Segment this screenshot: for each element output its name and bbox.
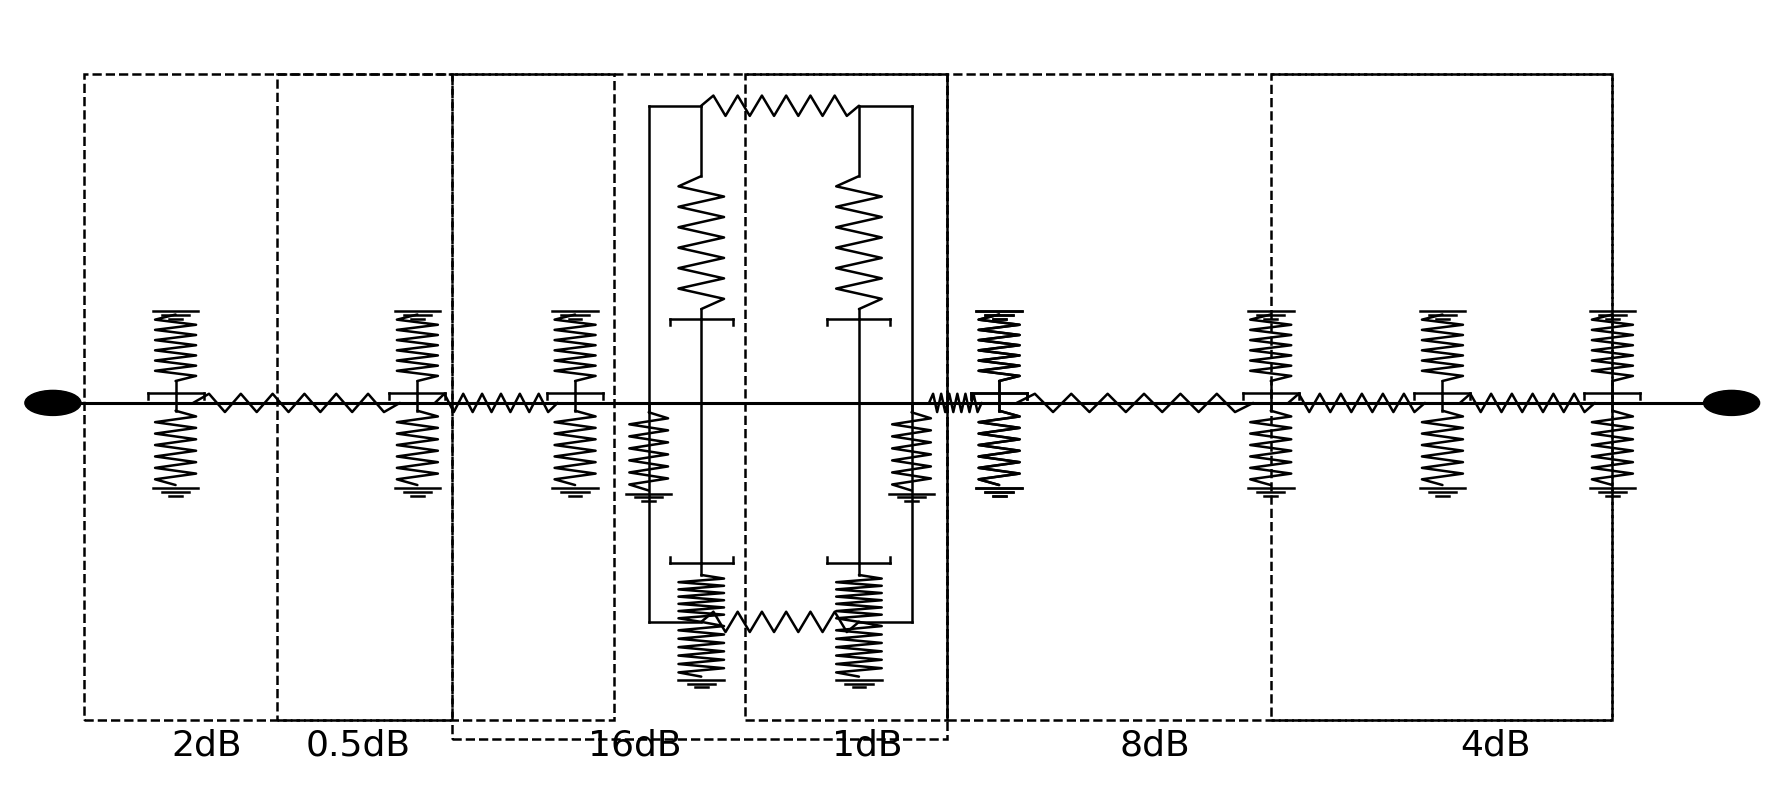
Circle shape bbox=[25, 390, 80, 416]
Text: 16dB: 16dB bbox=[588, 729, 681, 763]
Bar bbox=[277, 74, 613, 720]
Text: 2dB: 2dB bbox=[172, 729, 243, 763]
Bar bbox=[946, 74, 1613, 720]
Bar bbox=[84, 74, 452, 720]
Circle shape bbox=[1704, 390, 1759, 416]
Text: 8dB: 8dB bbox=[1119, 729, 1191, 763]
Text: 1dB: 1dB bbox=[833, 729, 903, 763]
Text: 0.5dB: 0.5dB bbox=[306, 729, 409, 763]
Bar bbox=[1271, 74, 1613, 720]
Bar bbox=[746, 74, 946, 720]
Text: 4dB: 4dB bbox=[1459, 729, 1531, 763]
Bar bbox=[452, 74, 946, 739]
